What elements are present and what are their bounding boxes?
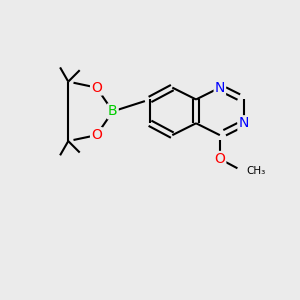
Text: N: N (238, 116, 249, 130)
Text: CH₃: CH₃ (247, 166, 266, 176)
Text: O: O (91, 81, 102, 94)
Text: B: B (108, 104, 118, 118)
Text: O: O (214, 152, 225, 166)
Text: O: O (91, 128, 102, 142)
Text: N: N (215, 81, 225, 94)
